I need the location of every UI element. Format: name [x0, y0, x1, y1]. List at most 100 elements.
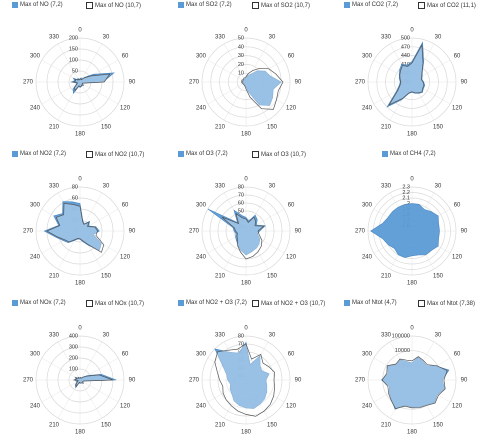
- direction-label: 120: [120, 404, 131, 410]
- series-outline-area: [221, 212, 265, 260]
- radial-tick-label: 50: [238, 35, 244, 41]
- radar-chart-svg: 1000100001000000306090120150180210240270…: [355, 326, 468, 436]
- radar-chart-panel: Max of O3 (7,2)Max of O3 (10,7)304050607…: [166, 149, 332, 298]
- direction-label: 90: [129, 80, 136, 86]
- series-filled-area: [370, 203, 440, 258]
- direction-label: 210: [381, 125, 392, 131]
- legend-label: Max of CH4 (7,2): [390, 151, 436, 157]
- direction-label: 180: [241, 132, 252, 138]
- legend-entry: Max of NOx (7,2): [12, 300, 66, 306]
- legend-swatch: [178, 151, 184, 157]
- direction-label: 270: [23, 378, 34, 384]
- grid-ring: [367, 186, 457, 276]
- legend-entry: Max of Ntot (4,7): [344, 300, 397, 306]
- radar-chart-svg: 3503804104404705000306090120150180210240…: [355, 28, 468, 138]
- direction-label: 120: [452, 404, 463, 410]
- direction-label: 30: [269, 333, 276, 339]
- radial-tick-label: 100: [69, 366, 78, 372]
- radar-chart-panel: Max of CO2 (7,2)Max of CO2 (11,1) 3503804…: [332, 0, 498, 149]
- radar-chart-panel: Max of SO2 (7,2) Max of SO2 (10,7) 0 10 20 30…: [166, 0, 332, 149]
- direction-label: 30: [103, 35, 110, 41]
- legend-swatch: [12, 151, 18, 157]
- direction-label: 150: [267, 274, 278, 280]
- direction-label: 0: [244, 28, 248, 34]
- direction-label: 240: [30, 106, 41, 112]
- legend-swatch: [252, 2, 259, 9]
- direction-label: 330: [49, 35, 60, 41]
- radial-tick-label: 100000: [392, 333, 410, 339]
- radial-tick-label: 300: [69, 344, 78, 350]
- legend-swatch: [178, 2, 184, 8]
- axis-spoke: [223, 81, 247, 121]
- legend-label: Max of NO (10,7): [95, 2, 142, 9]
- chart-legend: Max of CO2 (7,2) Max of CO2 (11,1): [332, 2, 498, 14]
- direction-label: 30: [435, 184, 442, 190]
- direction-label: 300: [362, 203, 373, 209]
- direction-label: 180: [75, 430, 86, 436]
- legend-label: Max of CO2 (7,2): [352, 2, 399, 8]
- grid-ring: [367, 37, 457, 127]
- series-outline-area: [388, 43, 425, 106]
- direction-label: 150: [433, 423, 444, 429]
- legend-swatch: [344, 2, 350, 8]
- radial-tick-label: 60: [238, 200, 244, 206]
- direction-label: 90: [461, 80, 468, 86]
- radial-tick-label: 400: [69, 333, 78, 339]
- direction-label: 300: [30, 54, 41, 60]
- direction-label: 120: [286, 404, 297, 410]
- direction-label: 300: [196, 203, 207, 209]
- radial-tick-label: 50: [72, 68, 78, 74]
- legend-entry: Max of CO2 (7,2): [344, 2, 398, 8]
- radar-chart-svg: 1.61.71.81.922.12.22.3030609012015018021…: [355, 177, 468, 287]
- series-filled-area: [43, 201, 102, 251]
- legend-entry: Max of SO2 (7,2): [178, 2, 232, 8]
- legend-swatch: [12, 2, 18, 8]
- direction-label: 300: [362, 352, 373, 358]
- direction-label: 270: [23, 80, 34, 86]
- direction-label: 150: [433, 274, 444, 280]
- direction-label: 210: [49, 423, 60, 429]
- series-filled-area: [70, 72, 115, 95]
- legend-label: Max of NO (7,2): [20, 2, 63, 8]
- direction-label: 240: [196, 106, 207, 112]
- direction-label: 60: [288, 54, 295, 60]
- radar-chart-svg: 3040506070800306090120150180210240270300…: [189, 326, 302, 436]
- grid-ring: [201, 186, 291, 276]
- direction-label: 300: [30, 352, 41, 358]
- radial-tick-label: 70: [238, 192, 244, 198]
- chart-legend: Max of CH4 (7,2): [332, 151, 498, 163]
- direction-label: 330: [381, 333, 392, 339]
- series-filled-area: [243, 70, 282, 106]
- series-outline-area: [46, 203, 105, 253]
- legend-entry: Max of O3 (10,7): [252, 151, 306, 158]
- radial-tick-label: 2.1: [402, 195, 410, 201]
- chart-legend: Max of NO2 (7,2) Max of NO2 (10,7): [0, 151, 166, 163]
- direction-label: 270: [189, 229, 200, 235]
- chart-legend: Max of Ntot (4,7) Max of Ntot (7,38): [332, 300, 498, 312]
- axis-spoke: [207, 81, 247, 105]
- direction-label: 120: [286, 255, 297, 261]
- direction-label: 270: [189, 80, 200, 86]
- radial-tick-label: 200: [69, 35, 78, 41]
- direction-label: 90: [461, 229, 468, 235]
- grid-ring: [35, 37, 125, 127]
- legend-label: Max of NO2 (10,7): [95, 151, 145, 158]
- radial-tick-label: 80: [238, 184, 244, 190]
- direction-label: 180: [407, 430, 418, 436]
- legend-swatch: [178, 300, 184, 306]
- series-filled-area: [386, 41, 426, 108]
- radial-tick-label: 10000: [395, 348, 410, 354]
- grid-ring: [385, 55, 439, 109]
- direction-label: 300: [362, 54, 373, 60]
- direction-label: 210: [381, 423, 392, 429]
- direction-label: 30: [103, 333, 110, 339]
- legend-swatch: [252, 300, 259, 307]
- direction-label: 150: [101, 423, 112, 429]
- direction-label: 0: [244, 326, 248, 332]
- direction-label: 330: [215, 333, 226, 339]
- legend-label: Max of NO2 + O3 (7,2): [186, 300, 247, 306]
- direction-label: 0: [410, 177, 414, 183]
- direction-label: 30: [435, 35, 442, 41]
- legend-entry: Max of NO (10,7): [86, 2, 141, 9]
- direction-label: 210: [215, 423, 226, 429]
